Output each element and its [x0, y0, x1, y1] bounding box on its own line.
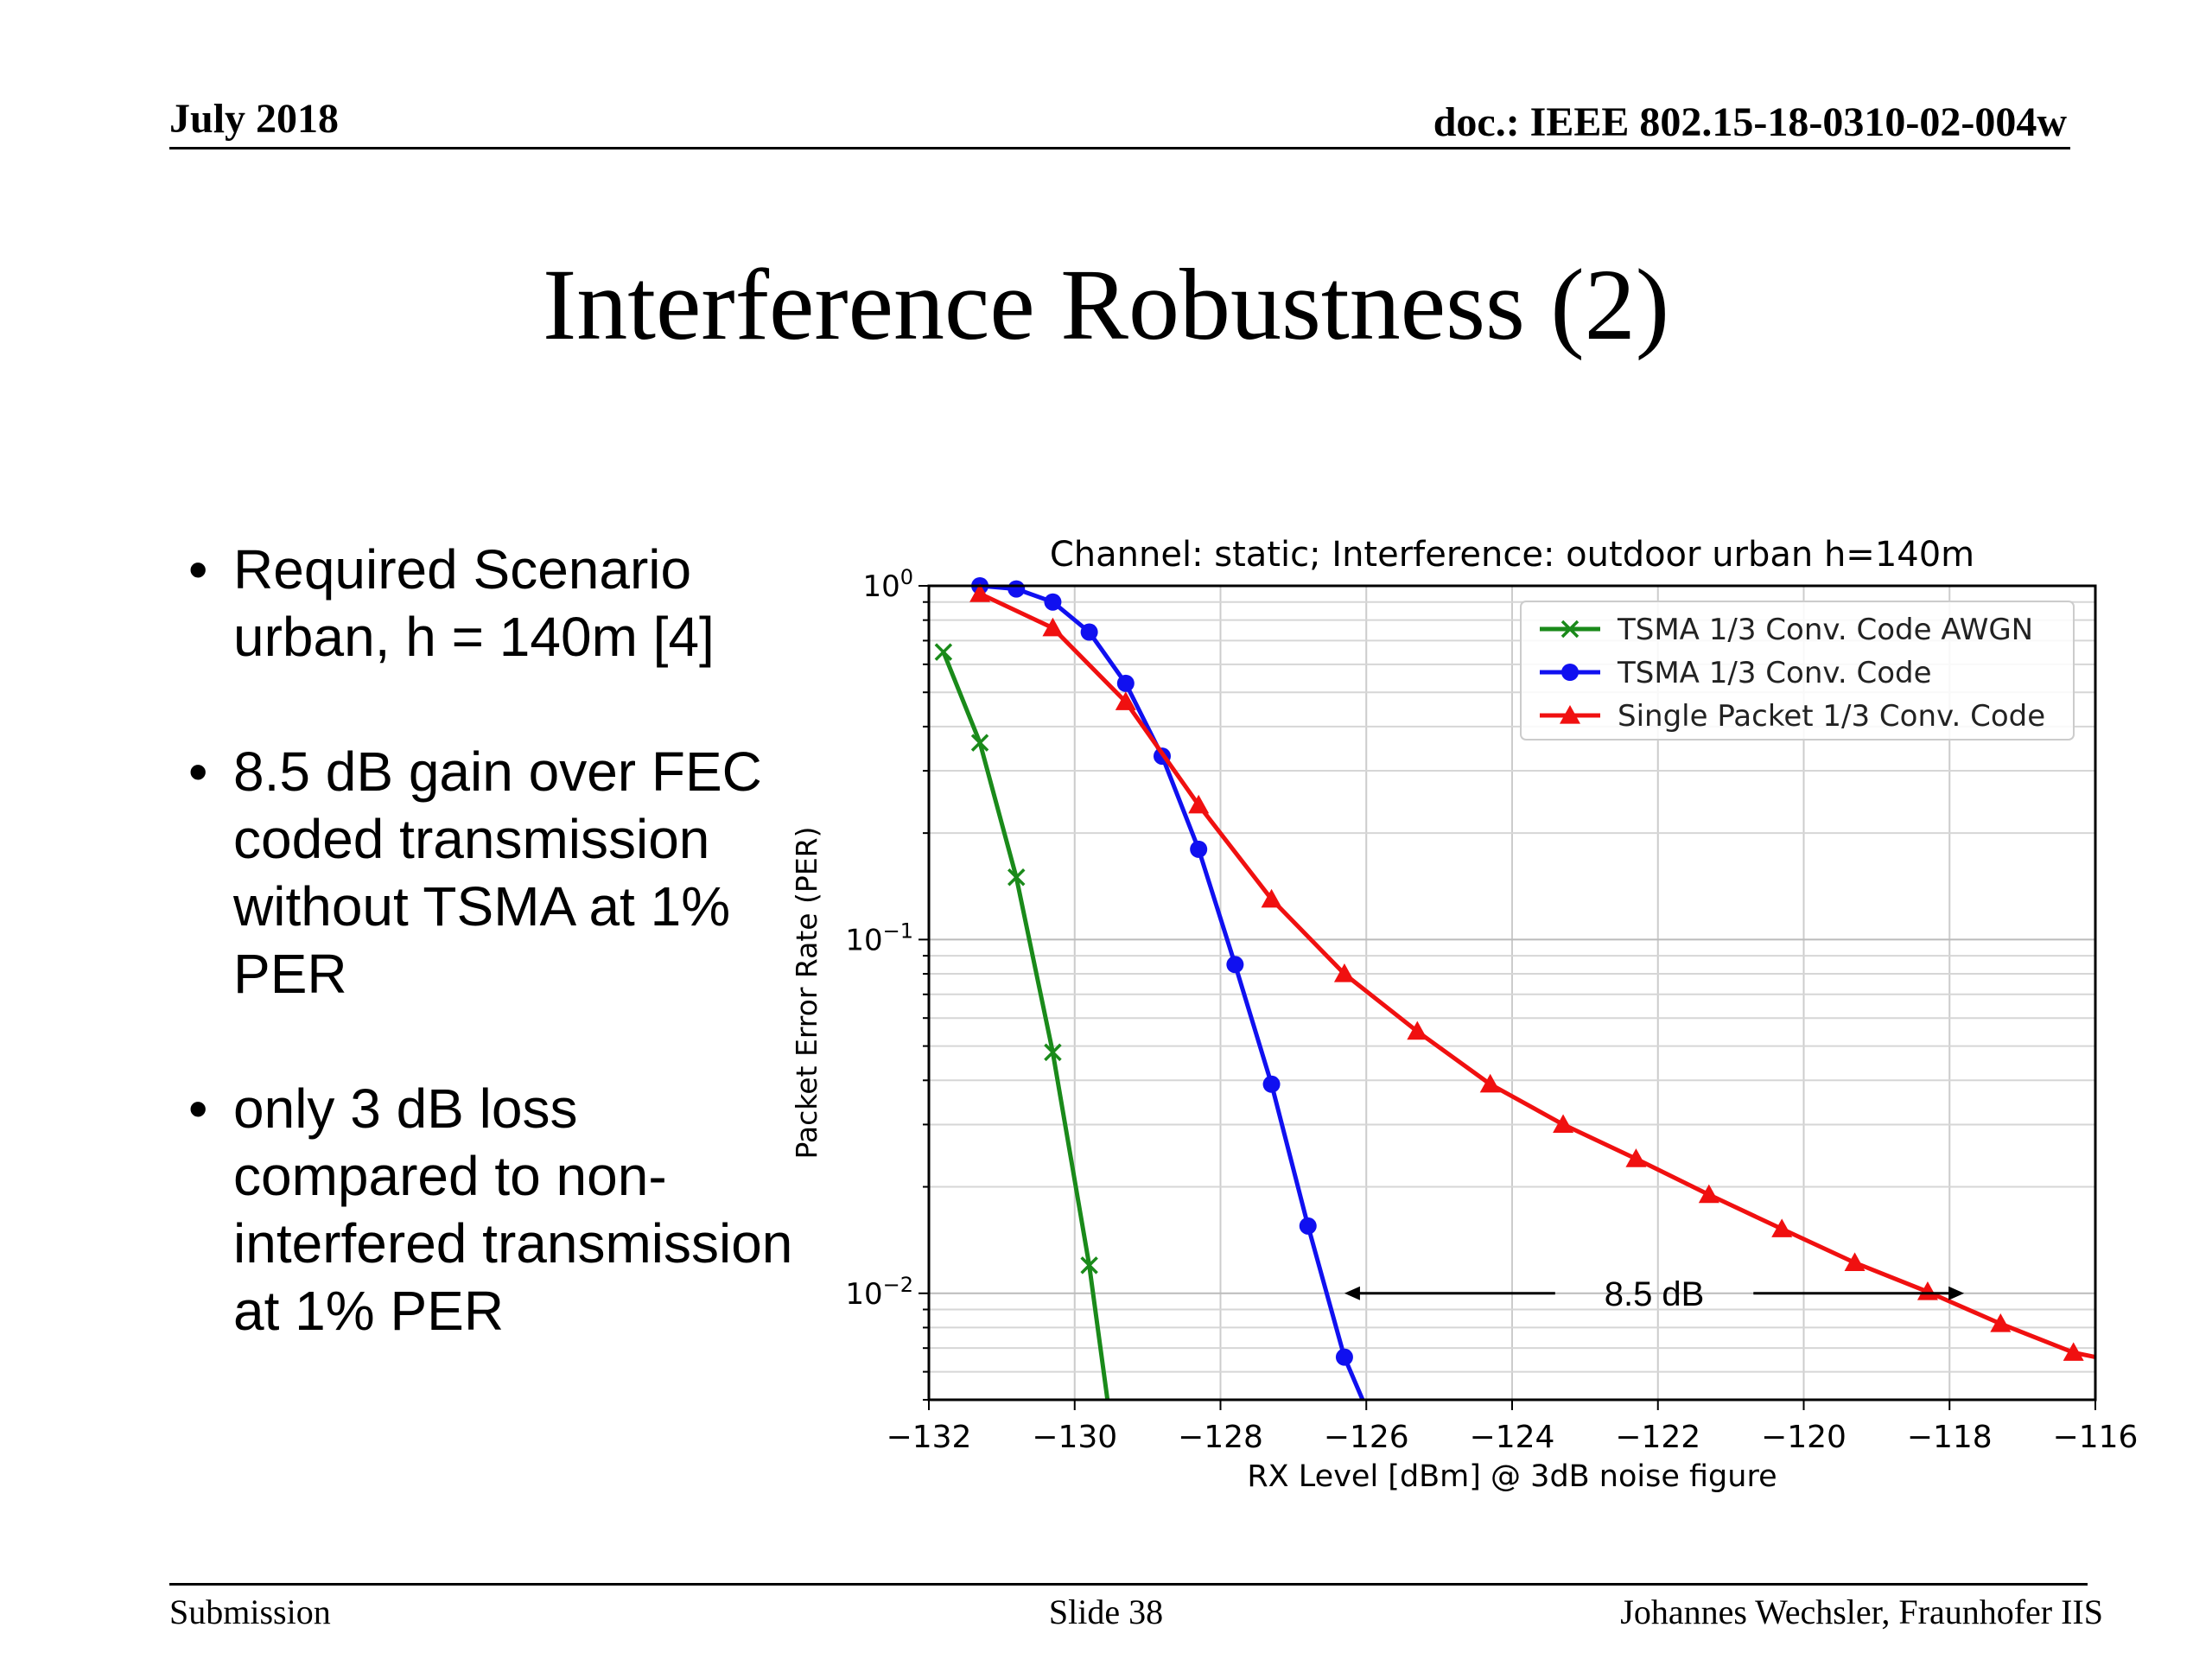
bullet-text: Required Scenario urban, h = 140m [4] — [233, 538, 715, 668]
x-tick-label: −118 — [1907, 1420, 1993, 1455]
y-axis-label: Packet Error Rate (PER) — [790, 827, 823, 1160]
marker-x — [970, 734, 989, 752]
y-tick-label: 10−1 — [845, 918, 913, 957]
x-tick-label: −120 — [1761, 1420, 1847, 1455]
legend-label: TSMA 1/3 Conv. Code — [1617, 656, 1932, 690]
marker-circle — [1335, 1348, 1353, 1366]
marker-circle — [1190, 840, 1208, 858]
series-tsma-1-3-conv-code — [971, 577, 1365, 1401]
marker-triangle — [1698, 1184, 1719, 1204]
legend: TSMA 1/3 Conv. Code AWGN TSMA 1/3 Conv. C… — [1520, 601, 2075, 741]
bullet-item: • Required Scenario urban, h = 140m [4] — [181, 536, 804, 671]
footer-author: Johannes Wechsler, Fraunhofer IIS — [1620, 1592, 2103, 1631]
marker-circle — [1080, 623, 1098, 641]
x-tick-label: −126 — [1324, 1420, 1409, 1455]
bullet-item: • only 3 dB loss compared to non-interfer… — [181, 1075, 804, 1344]
marker-x — [1560, 620, 1580, 639]
chart-title: Channel: static; Interference: outdoor u… — [1050, 535, 1974, 575]
marker-circle — [1226, 956, 1244, 974]
series-tsma-1-3-conv-code-awgn — [934, 643, 1110, 1401]
marker-triangle — [1479, 1073, 1501, 1093]
marker-triangle — [1407, 1020, 1428, 1040]
annotation-label: 8.5 dB — [1605, 1275, 1705, 1313]
marker-triangle — [1042, 617, 1064, 637]
header-date: July 2018 — [169, 96, 340, 142]
marker-circle — [1007, 580, 1026, 598]
y-tick-label: 100 — [862, 565, 913, 604]
x-tick-label: −124 — [1470, 1420, 1555, 1455]
marker-triangle — [1771, 1218, 1793, 1237]
x-tick-label: −128 — [1178, 1420, 1263, 1455]
legend-label: Single Packet 1/3 Conv. Code — [1618, 699, 2045, 734]
marker-x — [1080, 1256, 1098, 1274]
marker-x — [934, 643, 953, 661]
marker-triangle — [1916, 1281, 1938, 1300]
annotation-layer: 8.5 dB — [1344, 1275, 1965, 1313]
marker-circle — [1116, 674, 1135, 692]
bullet-dot: • — [188, 538, 208, 601]
series-line — [941, 651, 1110, 1401]
x-tick-label: −132 — [887, 1420, 972, 1455]
marker-triangle — [1115, 691, 1136, 710]
marker-triangle — [1990, 1313, 2012, 1332]
legend-item: TSMA 1/3 Conv. Code AWGN — [1540, 613, 2033, 647]
marker-triangle — [2063, 1342, 2084, 1361]
bullet-text: 8.5 dB gain over FEC coded transmission … — [233, 741, 762, 1005]
x-tick-label: −116 — [2053, 1420, 2139, 1455]
marker-triangle — [969, 583, 991, 602]
legend-label: TSMA 1/3 Conv. Code AWGN — [1617, 613, 2033, 647]
x-tick-label: −130 — [1032, 1420, 1117, 1455]
marker-circle — [1044, 593, 1062, 611]
annotation-arrowhead-left — [1344, 1286, 1360, 1300]
y-tick-label: 10−2 — [845, 1273, 913, 1312]
marker-x — [1007, 868, 1026, 887]
marker-x — [1044, 1043, 1062, 1062]
marker-circle — [1561, 664, 1579, 681]
series-line — [976, 583, 1365, 1401]
footer-left: Submission — [169, 1592, 331, 1631]
slide-title: Interference Robustness (2) — [542, 248, 1670, 361]
marker-triangle — [1553, 1114, 1574, 1134]
marker-circle — [1299, 1217, 1317, 1235]
header-divider — [169, 147, 2070, 149]
bullet-item: • 8.5 dB gain over FEC coded transmission… — [181, 738, 804, 1007]
bullet-text: only 3 dB loss compared to non-interfere… — [233, 1077, 793, 1342]
marker-triangle — [1844, 1252, 1866, 1272]
marker-triangle — [1560, 705, 1580, 724]
bullet-dot: • — [188, 741, 208, 803]
marker-triangle — [1625, 1148, 1647, 1167]
axis-ticks: −132 −130 −128 −126 −124 −122 −120 −118 −116 100 1… — [845, 565, 2138, 1455]
marker-triangle — [1261, 888, 1282, 908]
legend-item: Single Packet 1/3 Conv. Code — [1540, 699, 2045, 734]
footer-divider — [169, 1583, 2088, 1586]
series-single-packet-1-3-conv-code — [969, 583, 2096, 1361]
series-layer — [934, 577, 2096, 1401]
header-doc-id: doc.: IEEE 802.15-18-0310-02-004w — [1433, 99, 2067, 145]
marker-triangle — [1333, 963, 1355, 982]
legend-item: TSMA 1/3 Conv. Code — [1540, 656, 1932, 690]
x-axis-label: RX Level [dBm] @ 3dB noise figure — [1247, 1459, 1777, 1494]
footer-slide-number: Slide 38 — [1048, 1592, 1164, 1631]
annotation-arrowhead-right — [1948, 1286, 1965, 1300]
bullet-dot: • — [188, 1077, 208, 1140]
legend-box — [1520, 601, 2075, 741]
marker-triangle — [1188, 794, 1210, 814]
marker-circle — [1262, 1075, 1281, 1093]
x-tick-label: −122 — [1615, 1420, 1700, 1455]
bullet-list: • Required Scenario urban, h = 140m [4] •… — [181, 536, 804, 1412]
